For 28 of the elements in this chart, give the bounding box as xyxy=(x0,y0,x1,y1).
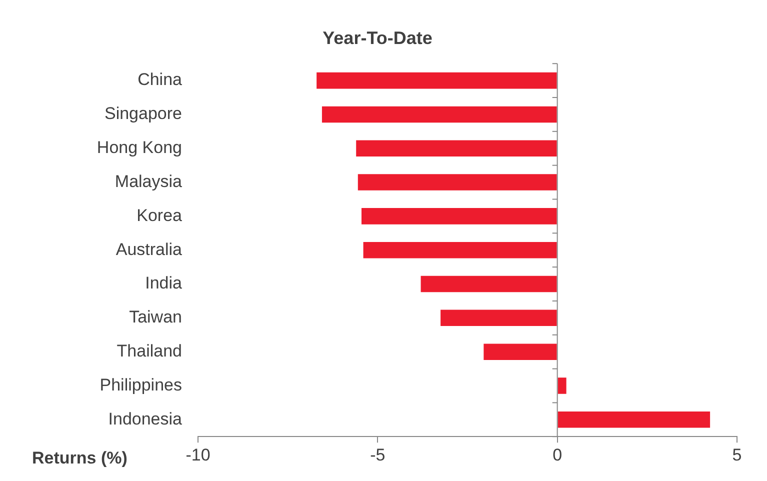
x-tick-label: 0 xyxy=(552,445,562,464)
y-tick-label: Hong Kong xyxy=(96,138,182,158)
bar xyxy=(420,276,557,292)
y-tick-label: India xyxy=(145,274,183,293)
y-tick-label: Australia xyxy=(116,240,183,259)
y-tick-label: Singapore xyxy=(104,104,182,124)
y-tick-label: China xyxy=(138,70,183,90)
x-tick-label: 5 xyxy=(732,445,742,464)
bar xyxy=(316,72,557,89)
bar xyxy=(322,106,557,123)
bar xyxy=(440,310,557,326)
chart-title: Year-To-Date xyxy=(322,28,432,48)
y-tick-label: Philippines xyxy=(100,375,182,394)
x-tick-label: -10 xyxy=(186,445,210,464)
y-tick-label: Taiwan xyxy=(129,308,182,327)
x-axis-title: Returns (%) xyxy=(32,448,128,468)
y-tick-label: Malaysia xyxy=(114,172,183,191)
y-tick-label: Thailand xyxy=(116,342,182,361)
bar xyxy=(484,344,557,360)
y-tick-label: Indonesia xyxy=(108,409,183,428)
bar xyxy=(558,378,566,394)
y-tick-label: Korea xyxy=(136,206,183,225)
bar xyxy=(358,174,557,190)
bar xyxy=(356,140,557,157)
bar xyxy=(363,242,557,258)
x-tick-label: -5 xyxy=(370,445,386,464)
bar xyxy=(361,208,557,224)
bar xyxy=(558,412,710,428)
